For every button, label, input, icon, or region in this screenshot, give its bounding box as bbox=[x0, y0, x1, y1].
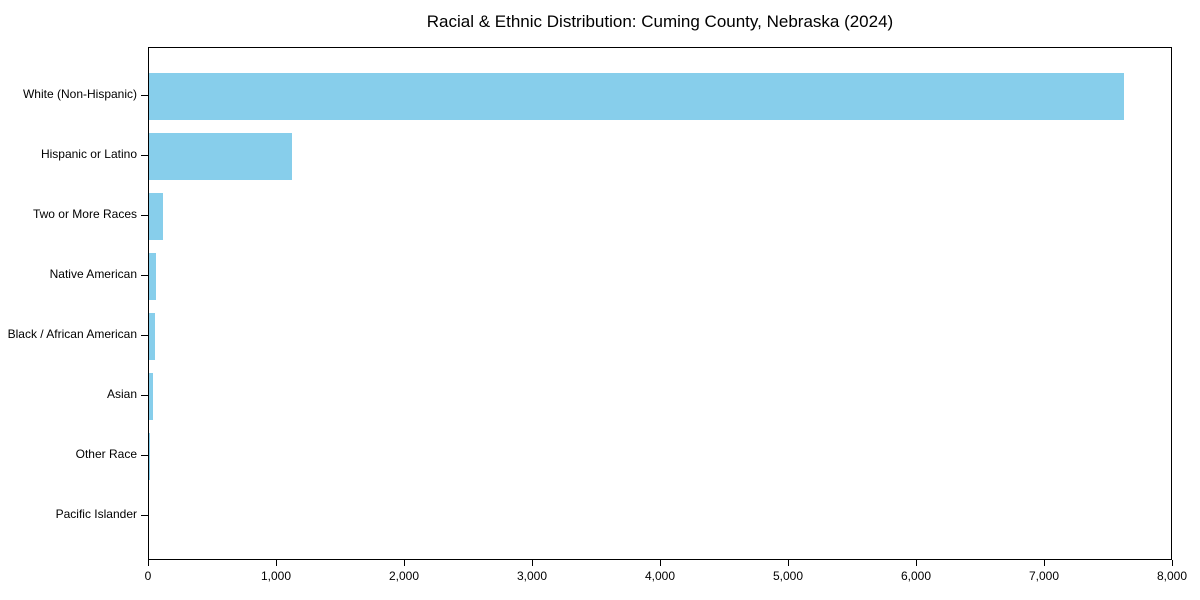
bar-two-or-more-races bbox=[149, 192, 164, 240]
y-tick-mark bbox=[141, 335, 148, 336]
x-tick-label: 8,000 bbox=[1156, 569, 1188, 583]
bar-asian bbox=[149, 372, 154, 420]
y-tick-mark bbox=[141, 395, 148, 396]
x-tick-label: 0 bbox=[144, 569, 152, 583]
bar-white-non-hispanic bbox=[149, 72, 1125, 120]
plot-area bbox=[148, 47, 1172, 560]
x-tick-mark bbox=[148, 560, 149, 566]
x-tick-label: 6,000 bbox=[900, 569, 932, 583]
category-label: Pacific Islander bbox=[55, 507, 137, 521]
category-label: Hispanic or Latino bbox=[40, 147, 137, 161]
category-label: Native American bbox=[49, 267, 137, 281]
x-tick-mark bbox=[1044, 560, 1045, 566]
bar-black-african-american bbox=[149, 312, 155, 360]
x-tick-label: 5,000 bbox=[772, 569, 804, 583]
x-tick-label: 4,000 bbox=[644, 569, 676, 583]
x-tick-mark bbox=[1172, 560, 1173, 566]
category-label: Two or More Races bbox=[32, 207, 137, 221]
category-label: White (Non-Hispanic) bbox=[22, 87, 137, 101]
x-tick-mark bbox=[788, 560, 789, 566]
y-tick-mark bbox=[141, 515, 148, 516]
x-tick-label: 3,000 bbox=[516, 569, 548, 583]
bar-other-race bbox=[149, 432, 150, 480]
y-tick-mark bbox=[141, 455, 148, 456]
x-tick-mark bbox=[916, 560, 917, 566]
category-label: Black / African American bbox=[7, 327, 137, 341]
x-tick-mark bbox=[276, 560, 277, 566]
y-tick-mark bbox=[141, 95, 148, 96]
y-tick-mark bbox=[141, 215, 148, 216]
y-tick-mark bbox=[141, 275, 148, 276]
chart-title: Racial & Ethnic Distribution: Cuming Cou… bbox=[426, 12, 894, 31]
x-tick-label: 1,000 bbox=[260, 569, 292, 583]
bar-hispanic-or-latino bbox=[149, 132, 292, 180]
x-tick-mark bbox=[532, 560, 533, 566]
category-label: Other Race bbox=[75, 447, 137, 461]
y-tick-mark bbox=[141, 155, 148, 156]
category-label: Asian bbox=[106, 387, 137, 401]
bar-native-american bbox=[149, 252, 157, 300]
x-tick-mark bbox=[404, 560, 405, 566]
x-tick-label: 2,000 bbox=[388, 569, 420, 583]
x-tick-mark bbox=[660, 560, 661, 566]
x-tick-label: 7,000 bbox=[1028, 569, 1060, 583]
